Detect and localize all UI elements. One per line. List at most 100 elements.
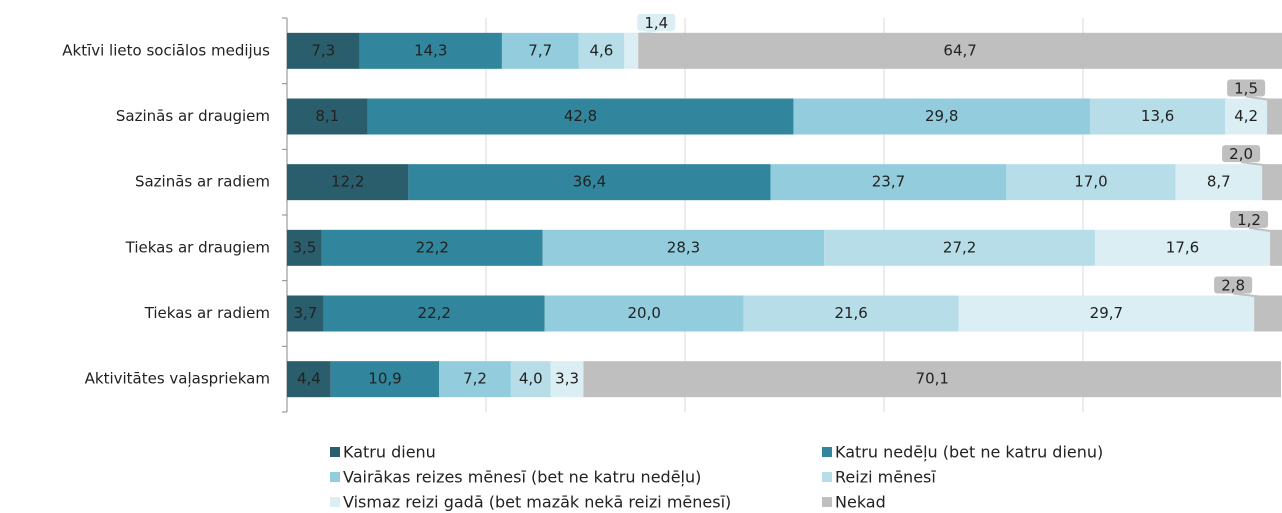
value-label: 28,3 (667, 238, 700, 256)
bar-segment (624, 32, 639, 69)
bar-segment (1254, 295, 1282, 332)
value-label: 22,2 (416, 238, 449, 256)
callout-leader (1233, 292, 1269, 299)
category-label: Tiekas ar radiem (144, 304, 270, 322)
bar-segment (1267, 98, 1282, 135)
bar-segment (1270, 229, 1282, 266)
callout-box (1222, 145, 1261, 163)
bar-segment (287, 98, 368, 135)
value-label: 1,2 (1237, 211, 1261, 229)
bar-segment (287, 229, 322, 266)
category-label: Aktīvi lieto sociālos medijus (62, 41, 270, 59)
bar-segment (1089, 98, 1226, 135)
category-label: Sazinās ar draugiem (116, 107, 270, 125)
value-label: 36,4 (573, 173, 606, 191)
bar-segment (501, 32, 579, 69)
bar-segment (1175, 164, 1263, 201)
value-label: 2,0 (1229, 145, 1253, 163)
bar-segment (1006, 164, 1176, 201)
value-label: 70,1 (916, 370, 949, 388)
callout-box (1230, 210, 1269, 228)
category-label: Tiekas ar draugiem (125, 238, 270, 256)
category-label: Aktivitātes vaļaspriekam (85, 370, 270, 388)
callout-leader (1240, 161, 1273, 168)
value-label: 3,3 (555, 370, 579, 388)
bar-segment (367, 98, 794, 135)
bar-segment (439, 361, 511, 398)
bar-segment (321, 229, 543, 266)
bar-segment (770, 164, 1007, 201)
value-label: 4,2 (1234, 107, 1258, 125)
legend-swatch (330, 472, 340, 482)
value-label: 14,3 (414, 41, 447, 59)
value-label: 13,6 (1141, 107, 1174, 125)
value-label: 7,7 (528, 41, 552, 59)
bar-segment (542, 229, 825, 266)
callout-box (637, 13, 676, 31)
value-label: 3,5 (292, 238, 316, 256)
value-label: 27,2 (943, 238, 976, 256)
legend-swatch (330, 447, 340, 457)
value-label: 7,2 (463, 370, 487, 388)
bar-segment (287, 295, 324, 332)
bar-segment (824, 229, 1095, 266)
value-label: 3,7 (293, 304, 317, 322)
category-label: Sazinās ar radiem (135, 173, 270, 191)
callout-box (1227, 79, 1266, 97)
legend-swatch (822, 497, 832, 507)
value-label: 2,8 (1221, 277, 1245, 295)
legend-swatch (822, 447, 832, 457)
value-label: 17,0 (1074, 173, 1107, 191)
bar-segment (323, 295, 545, 332)
bar-segment (287, 32, 360, 69)
callout-leader (1248, 226, 1277, 233)
bar-segment (793, 98, 1090, 135)
value-label: 23,7 (872, 173, 905, 191)
value-label: 64,7 (943, 41, 976, 59)
value-label: 7,3 (311, 41, 335, 59)
legend-label: Vairākas reizes mēnesī (bet ne katru ned… (343, 468, 701, 487)
bar-segment (958, 295, 1255, 332)
legend-label: Nekad (835, 493, 886, 512)
value-label: 4,6 (589, 41, 613, 59)
value-label: 22,2 (418, 304, 451, 322)
value-label: 1,4 (644, 14, 668, 32)
value-label: 8,1 (315, 107, 339, 125)
callout-leader (1245, 95, 1275, 102)
value-label: 21,6 (834, 304, 867, 322)
value-label: 12,2 (331, 173, 364, 191)
bar-segment (510, 361, 551, 398)
bar-segment (1094, 229, 1271, 266)
legend-label: Reizi mēnesī (835, 468, 936, 487)
bar-segment (287, 361, 331, 398)
legend-label: Vismaz reizi gadā (bet mazāk nekā reizi … (343, 493, 731, 512)
value-label: 10,9 (368, 370, 401, 388)
bar-segment (583, 361, 1282, 398)
bar-segment (287, 164, 409, 201)
legend-label: Katru dienu (343, 443, 436, 462)
value-label: 1,5 (1234, 80, 1258, 98)
value-label: 4,4 (297, 370, 321, 388)
bar-segment (1262, 164, 1282, 201)
bar-segment (359, 32, 502, 69)
bar-segment (408, 164, 771, 201)
bar-segment (330, 361, 440, 398)
bar-segment (638, 32, 1282, 69)
bar-segment (578, 32, 625, 69)
value-label: 29,8 (925, 107, 958, 125)
callout-leader (631, 29, 657, 36)
value-label: 4,0 (519, 370, 543, 388)
value-label: 8,7 (1207, 173, 1231, 191)
legend-swatch (822, 472, 832, 482)
value-label: 42,8 (564, 107, 597, 125)
legend-label: Katru nedēļu (bet ne katru dienu) (835, 443, 1103, 462)
callout-box (1214, 276, 1253, 294)
bar-segment (1225, 98, 1268, 135)
bar-segment (544, 295, 744, 332)
value-label: 17,6 (1166, 238, 1199, 256)
value-label: 20,0 (628, 304, 661, 322)
legend-swatch (330, 497, 340, 507)
value-label: 29,7 (1090, 304, 1123, 322)
bar-segment (550, 361, 584, 398)
